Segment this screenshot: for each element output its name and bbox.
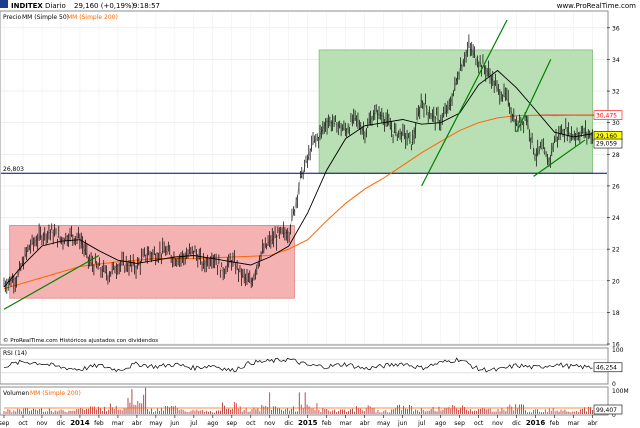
time-label: 9:18:57 <box>133 2 160 10</box>
x-tick-label: jul <box>417 420 425 427</box>
x-tick-label: oct <box>18 420 28 427</box>
x-tick-label: sep <box>0 420 9 427</box>
price-marks <box>3 19 593 310</box>
x-tick-label: oct <box>246 420 256 427</box>
x-tick-label: may <box>377 420 391 427</box>
volume-title: Volumen <box>3 390 29 397</box>
price-tick-label: 36 <box>612 25 620 32</box>
legend-ma200: MM (Simple 200) <box>67 14 118 21</box>
x-tick-label: jun <box>397 420 407 427</box>
x-tick-label: dic <box>57 420 66 427</box>
red-zone <box>9 225 295 299</box>
x-tick-label: sep <box>454 420 465 427</box>
x-tick-label: ago <box>435 420 446 427</box>
price-tick-label: 34 <box>612 57 620 64</box>
rsi-title: RSI (14) <box>3 350 27 357</box>
x-tick-label: feb <box>550 420 560 427</box>
price-line <box>3 46 593 285</box>
volume-marker-box <box>593 404 623 415</box>
volume-tick-label: 100M <box>612 388 629 395</box>
volume-panel <box>0 386 609 416</box>
x-tick-label: dic <box>512 420 521 427</box>
x-tick-label: dic <box>284 420 293 427</box>
volume-marker-label: 99,407 <box>596 407 617 414</box>
x-tick-label: mar <box>568 420 581 427</box>
price-legend: Precio MM (Simple 50) MM (Simple 200) <box>3 14 118 21</box>
rsi-line <box>3 357 593 373</box>
price-tick-label: 32 <box>612 89 620 96</box>
rsi-marker-box <box>593 362 623 373</box>
price-tick-label: 24 <box>612 215 620 222</box>
x-tick-label: feb <box>322 420 332 427</box>
value-marker-box <box>593 110 623 120</box>
price-tick-label: 18 <box>612 310 620 317</box>
price-tick-label: 20 <box>612 278 620 285</box>
x-tick-label: 2015 <box>298 419 318 427</box>
trendline <box>421 19 508 187</box>
x-tick-label: mar <box>340 420 353 427</box>
x-tick-label: abr <box>360 420 370 427</box>
price-axis: 36 34 32 30 28 26 24 22 20 18 16 <box>607 25 620 349</box>
x-tick-label: 2014 <box>70 419 90 427</box>
rsi-tick-label: 100 <box>612 347 624 354</box>
x-tick-label: nov <box>36 420 47 427</box>
x-tick-label: ago <box>207 420 218 427</box>
volume-tick-label: 0 <box>612 412 616 419</box>
x-tick-label: may <box>149 420 163 427</box>
price-tick-label: 22 <box>612 247 620 254</box>
trendline <box>533 139 586 177</box>
legend-price: Precio <box>3 14 22 21</box>
x-tick-label: mar <box>112 420 125 427</box>
quote-label: 29,160 (+0,19%) <box>74 2 135 10</box>
x-tick-label: nov <box>492 420 503 427</box>
symbol-label: INDITEX <box>11 2 43 10</box>
trendline <box>516 59 552 133</box>
value-marker-label: 29,160 <box>596 133 617 140</box>
value-marker-label: 30,475 <box>596 112 617 119</box>
rsi-marks: 100 0 46,254 <box>1 347 624 388</box>
x-tick-label: abr <box>588 420 598 427</box>
x-tick-label: oct <box>474 420 484 427</box>
x-tick-label: jun <box>169 420 179 427</box>
x-tick-label: nov <box>264 420 275 427</box>
price-tick-label: 26 <box>612 183 620 190</box>
price-tick-label: 28 <box>612 152 620 159</box>
support-label: 26,803 <box>3 166 24 173</box>
trendline <box>3 254 100 310</box>
value-marker-box <box>593 138 623 149</box>
volume-marks: 100M 099,407 <box>3 387 629 419</box>
chart-header: INDITEX Diario 29,160 (+0,19%) 9:18:57 w… <box>0 0 640 10</box>
volume-ma-legend: MM (Simple 200) <box>30 390 81 397</box>
x-tick-label: sep <box>226 420 237 427</box>
green-zone <box>318 49 593 174</box>
x-tick-label: feb <box>94 420 104 427</box>
ma50-line <box>3 69 593 288</box>
x-tick-label: jul <box>189 420 197 427</box>
rsi-tick-label: 0 <box>612 381 616 388</box>
legend-ma50: MM (Simple 50) <box>22 14 69 21</box>
x-axis: sep oct nov dic 2014 feb mar abr may jun jul ago sep… <box>0 415 598 427</box>
site-label: www.ProRealTime.com <box>557 2 636 10</box>
rsi-panel <box>0 347 609 385</box>
price-tick-label: 16 <box>612 342 620 349</box>
value-marker-label: 29,059 <box>596 141 617 148</box>
period-label: Diario <box>45 2 66 10</box>
x-tick-label: 2016 <box>526 419 546 427</box>
x-tick-label: abr <box>132 420 142 427</box>
price-tick-label: 30 <box>612 120 620 127</box>
logo-icon <box>0 0 8 8</box>
footer-note: © ProRealTime.com Históricos ajustados c… <box>3 337 158 344</box>
zones: 26,803 <box>1 49 607 299</box>
rsi-marker-label: 46,254 <box>596 364 617 371</box>
